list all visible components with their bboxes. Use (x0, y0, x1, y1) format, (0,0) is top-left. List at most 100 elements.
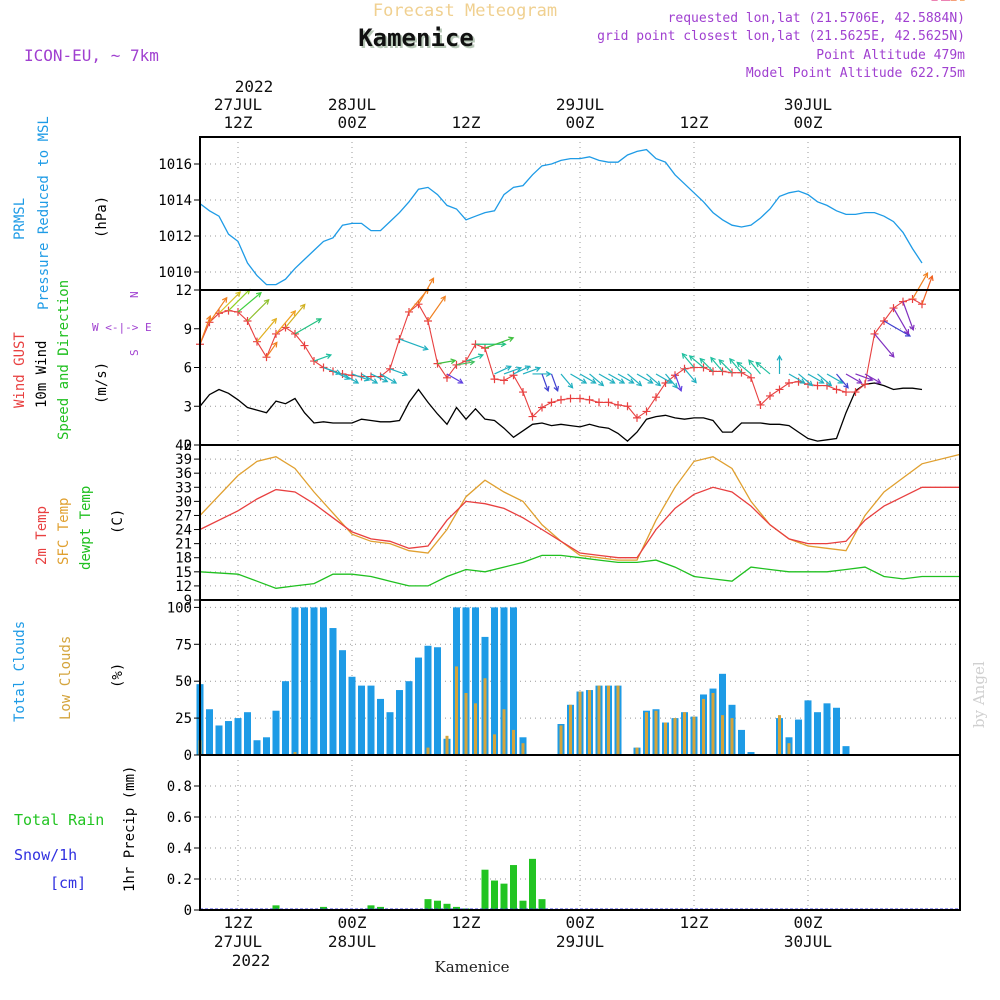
total-cloud-bar (396, 690, 403, 755)
bottom-date-label: 30JUL (784, 932, 832, 951)
low-cloud-bar (426, 747, 430, 755)
gust-marker (861, 380, 869, 389)
wind-arrowhead (729, 357, 735, 364)
temp-unit: (C) (110, 509, 126, 534)
y-tick-label: 30 (175, 494, 192, 510)
wind-arrow (389, 368, 408, 376)
y-tick-label: 24 (175, 523, 192, 539)
low-cloud-bar (635, 747, 639, 755)
wind-arrowhead (567, 382, 574, 389)
y-tick-label: 1014 (158, 193, 192, 209)
gust-marker (253, 337, 261, 346)
y-tick-label: 9 (184, 322, 192, 338)
total-cloud-bar (291, 607, 299, 755)
gust-marker (310, 357, 318, 366)
wind-arrow (370, 373, 388, 383)
wind-arrow (684, 368, 697, 383)
top-date-label: 27JUL (214, 95, 262, 114)
wind-arrow (399, 338, 428, 350)
bottom-hour-label: 00Z (794, 913, 823, 932)
gust-marker (262, 353, 271, 362)
wind-arrow (456, 361, 475, 366)
gust-marker (766, 391, 774, 400)
wind-arrow (570, 373, 587, 384)
top-hour-label: 12Z (680, 113, 709, 132)
rain-bar (434, 900, 441, 910)
total-cloud-bar (263, 737, 270, 755)
total-cloud-bar (500, 607, 508, 755)
wind-arrow (826, 373, 843, 384)
wind-arrowhead (206, 314, 212, 322)
wind-arrowhead (508, 336, 515, 343)
low-cloud-bar (483, 678, 487, 755)
wind-arrowhead (469, 359, 476, 366)
gust-marker (528, 412, 537, 421)
wind-arrow (361, 373, 378, 384)
low-cloud-bar (455, 666, 458, 755)
low-cloud-bar (730, 718, 734, 755)
wind-arrowhead (325, 353, 333, 360)
gust-marker (813, 381, 822, 390)
y-tick-label: 50 (175, 674, 192, 690)
wind-arrow (646, 373, 661, 386)
bottom-hour-label: 00Z (566, 913, 595, 932)
y-tick-label: 18 (175, 551, 192, 567)
rain-bar (367, 905, 375, 910)
y-tick-label: 25 (175, 711, 192, 727)
wind10-line (199, 382, 923, 442)
wind-arrow (710, 357, 723, 372)
total-cloud-bar (738, 729, 745, 755)
wind-arrowhead (856, 378, 863, 384)
gust-marker (652, 393, 660, 402)
footer-location: Kamenice (435, 958, 510, 976)
wind-arrowhead (699, 357, 706, 364)
rain-bar (519, 900, 527, 910)
total-cloud-bar (833, 707, 840, 755)
total-cloud-bar (386, 712, 394, 755)
total-cloud-bar (301, 607, 308, 755)
rain-bar (443, 903, 451, 910)
low-cloud-bar (683, 712, 686, 755)
y-tick-label: 36 (175, 466, 192, 482)
wind-arrowhead (710, 356, 716, 363)
total-cloud-bar (747, 752, 755, 755)
t2m-label: 2m Temp (34, 506, 50, 565)
gust-marker (747, 373, 755, 382)
low-cloud-bar (474, 703, 477, 755)
total-cloud-bar (719, 673, 726, 755)
wind-arrow (417, 277, 435, 305)
tsfc-line (199, 453, 961, 561)
wind-arrow (617, 373, 634, 384)
wind-arrow (845, 373, 862, 384)
low-cloud-bar (616, 685, 620, 755)
rain-bar (424, 899, 432, 910)
gust-marker (509, 371, 518, 380)
wind-arrowhead (372, 378, 379, 384)
low-cloud-bar (559, 725, 563, 755)
gust-marker (595, 398, 603, 407)
wind-arrow (209, 297, 228, 323)
total-cloud-bar (491, 607, 498, 755)
wind-arrow (874, 333, 895, 358)
wind-arrowhead (928, 274, 934, 282)
total-cloud-bar (472, 607, 479, 755)
wind-arrow (589, 373, 604, 386)
rain-label: Total Rain (14, 811, 104, 829)
low-cloud-bar (493, 734, 496, 755)
wind-arrow (294, 318, 322, 335)
wind-arrowhead (428, 277, 435, 284)
low-cloud-bar (692, 716, 696, 755)
low-cloud-bar (654, 710, 658, 755)
wind-arrow (817, 373, 832, 386)
gust-marker (519, 388, 527, 397)
y-tick-label: 0 (184, 438, 192, 454)
low-cloud-bar (578, 691, 582, 755)
wind10-label: 10m Wind (34, 341, 50, 408)
y-tick-label: 39 (175, 452, 192, 468)
cloud-unit: (%) (110, 663, 126, 688)
wind-arrowhead (619, 378, 626, 384)
frame-layer (194, 136, 961, 911)
compass-n: N (128, 291, 141, 298)
wind-arrow (342, 373, 359, 384)
wind-arrowhead (221, 296, 228, 303)
